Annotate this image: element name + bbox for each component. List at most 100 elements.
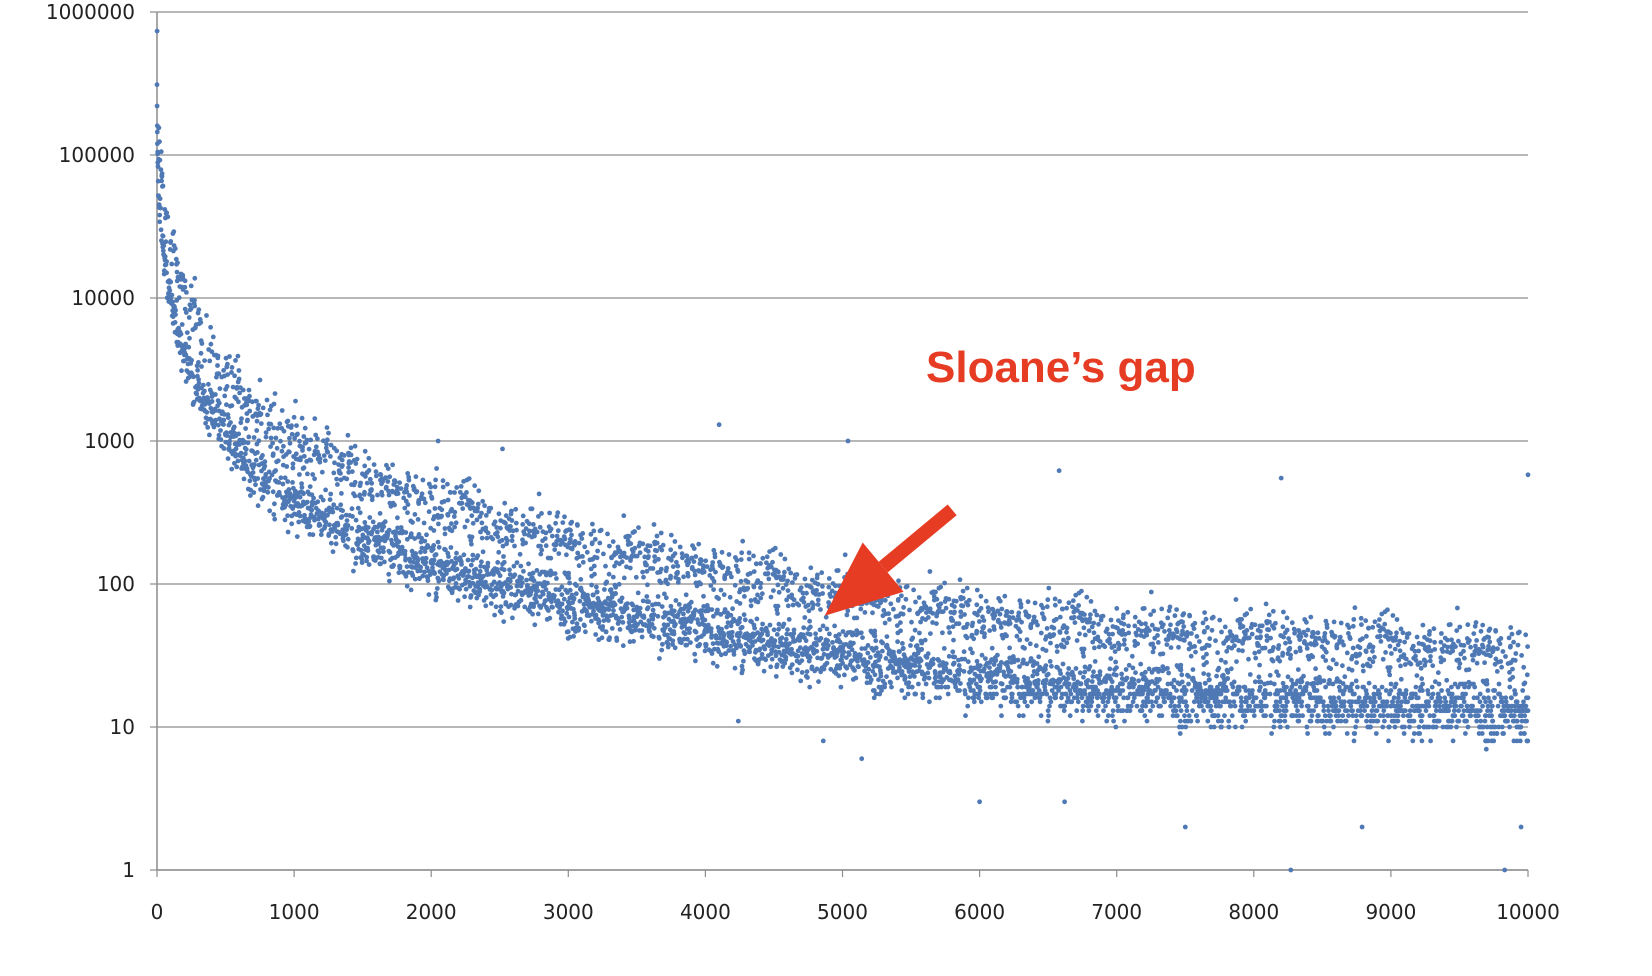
data-point [676,602,682,607]
data-point [991,627,997,632]
data-point [154,82,160,88]
data-point [1304,724,1310,730]
data-point [933,589,938,595]
data-point [396,539,402,545]
data-point [704,564,710,569]
data-point [1354,718,1360,724]
data-point [344,527,350,533]
data-point [1097,672,1103,678]
data-point [884,674,889,679]
data-point [594,589,600,595]
data-point [776,626,782,632]
data-point [989,645,995,651]
data-point [1017,637,1023,643]
data-point [1074,708,1080,714]
data-point [1201,708,1206,714]
data-point [1022,645,1027,651]
data-point [627,533,632,539]
data-point [1313,635,1318,641]
data-point [1131,677,1137,683]
data-point [1051,632,1057,637]
data-point [545,580,550,586]
data-point [578,617,583,622]
data-point [263,472,269,477]
data-point [912,663,918,668]
data-point [1271,625,1277,631]
data-point [449,521,454,526]
data-point [620,643,626,649]
data-point [640,569,645,575]
data-point [501,567,507,573]
data-point [280,481,286,487]
data-point [444,571,449,576]
data-point [1335,718,1341,724]
data-point [503,513,509,519]
data-point [1054,649,1060,654]
data-point [402,505,408,511]
data-point [324,425,330,430]
data-point [732,618,737,624]
data-point [1086,628,1092,634]
data-point [442,526,448,531]
data-point [523,540,528,546]
data-point [1022,699,1028,705]
x-tick-label: 2000 [406,900,457,924]
data-point [535,611,541,617]
data-point [781,574,787,579]
data-point [602,587,607,592]
data-point [943,661,949,667]
data-point [469,541,474,547]
data-point [768,664,774,670]
data-point [328,491,334,497]
data-point [363,474,368,479]
data-point [907,607,912,613]
data-point [278,438,283,444]
gridlines [150,11,1528,871]
data-point [1045,708,1051,714]
data-point [974,628,980,634]
data-point [1111,643,1117,649]
data-point [1303,632,1309,638]
data-point [1305,627,1311,633]
data-point [519,575,525,581]
data-point [199,364,204,369]
data-point [828,666,834,672]
data-point [891,606,896,612]
data-point [346,465,351,470]
data-point [772,545,778,551]
data-point [1126,630,1132,636]
data-point [476,488,482,494]
data-point [371,462,377,467]
data-point [876,677,881,683]
data-point [1177,731,1183,736]
data-point [748,603,754,609]
data-point [1233,597,1239,602]
data-point [1082,669,1088,675]
data-point [821,646,827,651]
data-point [466,476,472,481]
data-point [781,621,787,627]
data-point [788,570,794,576]
data-point [1030,691,1035,697]
data-point [273,435,279,441]
data-point [1246,695,1252,701]
data-point [950,649,956,655]
data-point [327,497,333,502]
data-point [1113,659,1118,665]
data-point [761,668,767,674]
data-point [733,563,739,569]
data-point [1322,631,1328,636]
data-point [452,490,457,495]
data-point [507,567,512,573]
data-point [543,530,549,536]
data-point [994,691,999,697]
data-point [1091,630,1097,636]
data-point [1245,708,1251,714]
data-point [221,368,227,373]
data-point [260,494,266,500]
data-point [845,608,851,614]
data-point [227,354,232,359]
data-point [1066,600,1072,606]
data-point [1350,713,1356,719]
data-point [971,699,977,705]
